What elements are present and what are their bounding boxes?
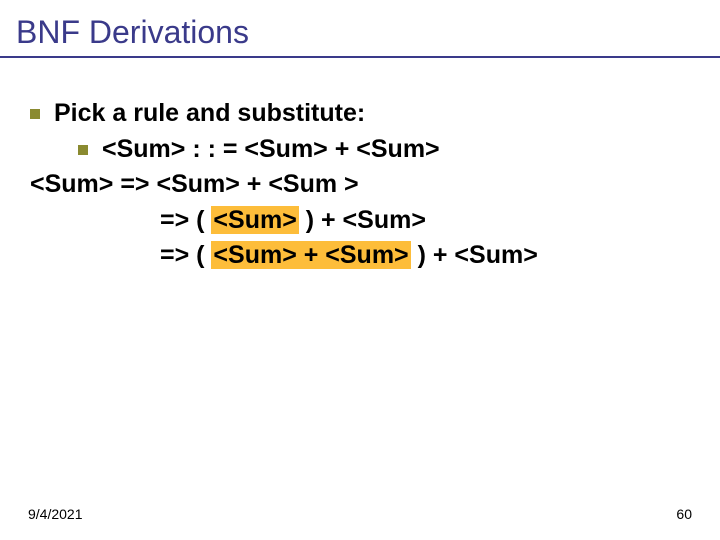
- derivation-line-1: <Sum> => <Sum> + <Sum >: [30, 167, 700, 203]
- bullet-level2: <Sum> : : = <Sum> + <Sum>: [78, 132, 700, 168]
- slide-footer: 9/4/2021 60: [28, 506, 692, 522]
- slide-content: Pick a rule and substitute: <Sum> : : = …: [30, 96, 700, 274]
- derivation-line-3: => ( <Sum> + <Sum> ) + <Sum>: [30, 238, 700, 274]
- derivation-line-2: => ( <Sum> ) + <Sum>: [30, 203, 700, 239]
- deriv2-suffix: ) + <Sum>: [299, 206, 426, 234]
- footer-date: 9/4/2021: [28, 506, 83, 522]
- deriv3-suffix: ) + <Sum>: [411, 241, 538, 269]
- rule-text: <Sum> : : = <Sum> + <Sum>: [102, 132, 440, 168]
- bullet-level1: Pick a rule and substitute:: [30, 96, 700, 132]
- deriv3-prefix: => (: [160, 241, 211, 269]
- square-bullet-icon: [30, 109, 40, 119]
- highlight-2: <Sum> + <Sum>: [211, 241, 410, 269]
- slide-title: BNF Derivations: [0, 0, 720, 51]
- highlight-1: <Sum>: [211, 206, 298, 234]
- title-underline: [0, 56, 720, 58]
- footer-page-number: 60: [676, 506, 692, 522]
- deriv2-prefix: => (: [160, 206, 211, 234]
- square-bullet-icon: [78, 145, 88, 155]
- pick-rule-text: Pick a rule and substitute:: [54, 96, 365, 132]
- derivation-block: <Sum> => <Sum> + <Sum > => ( <Sum> ) + <…: [30, 167, 700, 274]
